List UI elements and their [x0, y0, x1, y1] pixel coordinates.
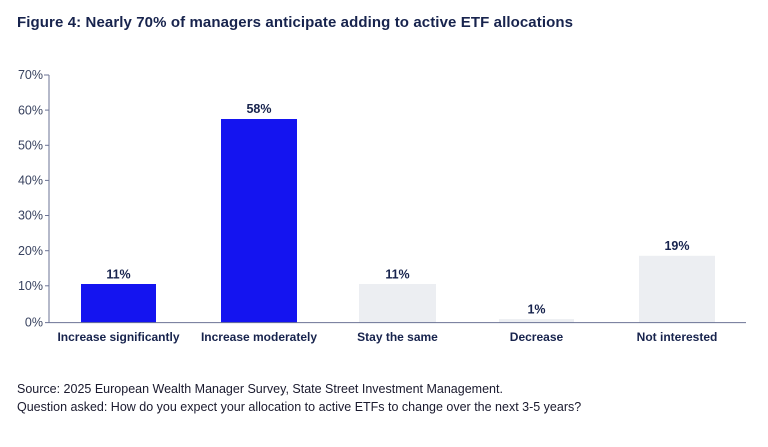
svg-text:Stay the same: Stay the same — [357, 330, 438, 344]
svg-text:1%: 1% — [527, 303, 545, 317]
svg-text:20%: 20% — [18, 244, 43, 258]
svg-text:50%: 50% — [18, 139, 43, 153]
svg-text:40%: 40% — [18, 174, 43, 188]
svg-text:Not interested: Not interested — [637, 330, 718, 344]
svg-text:11%: 11% — [106, 268, 130, 282]
svg-text:10%: 10% — [18, 279, 43, 293]
svg-text:0%: 0% — [25, 316, 43, 330]
svg-text:58%: 58% — [246, 102, 271, 116]
svg-text:11%: 11% — [385, 268, 409, 282]
svg-text:Decrease: Decrease — [510, 330, 564, 344]
svg-text:30%: 30% — [18, 209, 43, 223]
svg-text:Increase moderately: Increase moderately — [201, 330, 317, 344]
svg-text:70%: 70% — [18, 68, 43, 82]
svg-text:Increase significantly: Increase significantly — [57, 330, 179, 344]
svg-text:19%: 19% — [664, 239, 689, 253]
svg-text:60%: 60% — [18, 104, 43, 118]
